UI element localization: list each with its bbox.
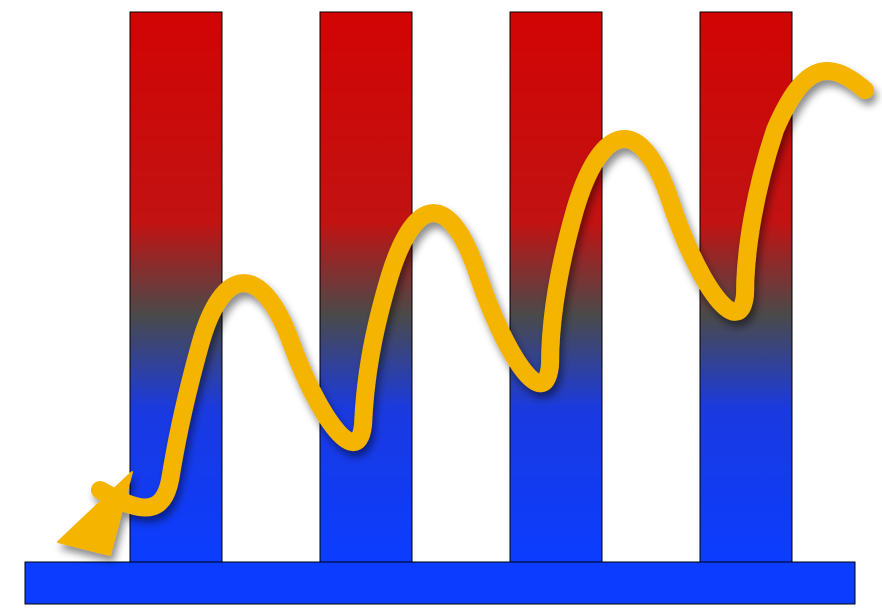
base-bar: [25, 562, 855, 604]
diagram-stage: [0, 0, 882, 616]
diagram-svg: [0, 0, 882, 616]
gradient-bar-2: [320, 12, 412, 564]
